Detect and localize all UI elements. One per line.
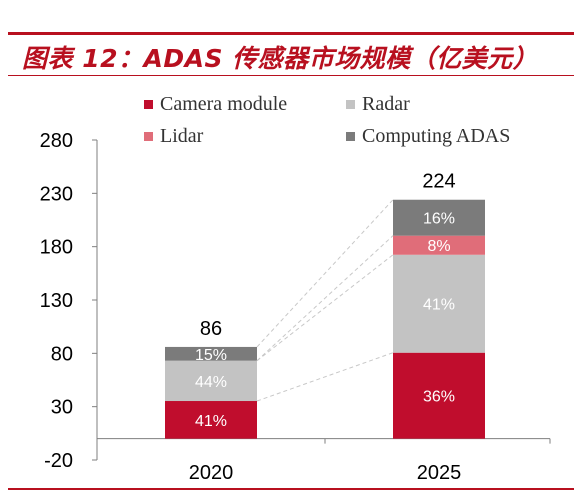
legend-swatch-lidar: [144, 132, 153, 141]
bar-total-label: 224: [422, 171, 455, 193]
legend-label-lidar: Lidar: [160, 125, 204, 147]
segment-percent-label: 36%: [423, 389, 455, 406]
segment-percent-label: 15%: [195, 347, 227, 364]
bar-segment-camera-module-2025: [393, 352, 485, 439]
connector-line: [256, 199, 394, 348]
bar-segment-computing-adas-2020: [165, 346, 257, 361]
legend: Camera module Radar Lidar Computing ADAS: [0, 0, 582, 160]
y-tick-label: 30: [51, 397, 73, 419]
bar-segment-lidar-2025: [393, 235, 485, 255]
connector-line: [256, 235, 394, 362]
segment-percent-label: 8%: [427, 238, 450, 255]
y-tick-label: 180: [40, 237, 73, 259]
legend-item-camera-module: Camera module: [144, 93, 287, 116]
title-bar: 图表 12：ADAS 传感器市场规模（亿美元）: [8, 32, 574, 76]
legend-swatch-camera-module: [144, 100, 153, 109]
chart-title: 图表 12：ADAS 传感器市场规模（亿美元）: [22, 44, 539, 73]
x-tick-label: 2020: [189, 462, 234, 484]
segment-percent-label: 16%: [423, 211, 455, 228]
legend-label-camera-module: Camera module: [160, 93, 288, 115]
bar-segment-radar-2025: [393, 254, 485, 353]
bar-segment-computing-adas-2025: [393, 199, 485, 236]
connector-line: [256, 254, 394, 362]
legend-item-lidar: Lidar: [144, 125, 203, 148]
y-tick-label: -20: [44, 450, 73, 472]
y-tick-label: 130: [40, 290, 73, 312]
legend-swatch-computing-adas: [346, 132, 355, 141]
segment-percent-label: 41%: [423, 297, 455, 314]
bar-segment-camera-module-2020: [165, 401, 257, 439]
legend-item-computing-adas: Computing ADAS: [346, 125, 510, 148]
bar-total-label: 86: [200, 318, 222, 340]
bottom-rule: [8, 488, 574, 490]
y-tick-label: 230: [40, 183, 73, 205]
connector-line: [256, 352, 394, 402]
x-tick-label: 2025: [417, 462, 462, 484]
legend-swatch-radar: [346, 100, 355, 109]
legend-item-radar: Radar: [346, 93, 410, 116]
segment-percent-label: 44%: [195, 374, 227, 391]
legend-label-computing-adas: Computing ADAS: [362, 125, 511, 147]
segment-percent-label: 41%: [195, 413, 227, 430]
legend-label-radar: Radar: [362, 93, 410, 115]
y-tick-label: 80: [51, 343, 73, 365]
bar-segment-radar-2020: [165, 360, 257, 402]
y-tick-label: 280: [40, 130, 73, 152]
